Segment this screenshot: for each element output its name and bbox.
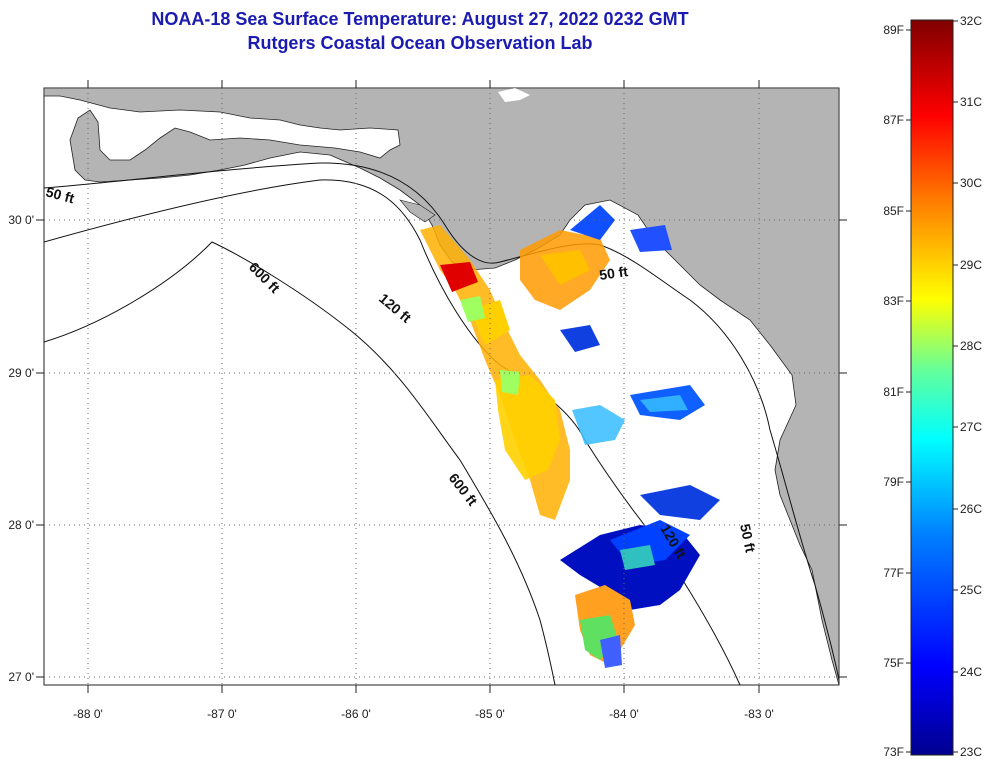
lon-tick-label: -87 0' — [207, 707, 237, 721]
chart-subtitle: Rutgers Coastal Ocean Observation Lab — [247, 33, 593, 53]
lon-tick-label: -88 0' — [73, 707, 103, 721]
lat-tick-label: 29 0' — [8, 366, 34, 380]
colorbar-label-f: 81F — [883, 385, 904, 399]
colorbar-label-f: 73F — [883, 745, 904, 759]
colorbar-label-c: 25C — [960, 583, 982, 597]
lon-tick-label: -83 0' — [744, 707, 774, 721]
tick-marks — [36, 80, 847, 693]
colorbar-label-f: 85F — [883, 204, 904, 218]
contour-600ft — [44, 241, 556, 685]
colorbar-label-f: 79F — [883, 475, 904, 489]
colorbar-label-c: 27C — [960, 420, 982, 434]
colorbar-label-f: 87F — [883, 113, 904, 127]
lon-tick-label: -86 0' — [341, 707, 371, 721]
colorbar-label-c: 26C — [960, 502, 982, 516]
colorbar-label-f: 75F — [883, 656, 904, 670]
island — [399, 199, 436, 223]
colorbar-label-f: 77F — [883, 566, 904, 580]
colorbar-ticks — [906, 20, 958, 753]
colorbar-label-c: 32C — [960, 14, 982, 28]
colorbar-label-c: 23C — [960, 745, 982, 759]
lat-tick-label: 27 0' — [8, 670, 34, 684]
colorbar-label-c: 29C — [960, 258, 982, 272]
lon-tick-label: -85 0' — [475, 707, 505, 721]
lat-tick-label: 30 0' — [8, 213, 34, 227]
land-mass — [44, 88, 839, 685]
colorbar-gradient — [910, 19, 954, 756]
chart-title: NOAA-18 Sea Surface Temperature: August … — [151, 9, 689, 29]
lat-tick-label: 28 0' — [8, 518, 34, 532]
contour-label: 50 ft — [598, 263, 629, 283]
colorbar-label-f: 83F — [883, 294, 904, 308]
colorbar-label-c: 31C — [960, 95, 982, 109]
inland-lake — [498, 88, 530, 102]
colorbar-label-c: 28C — [960, 339, 982, 353]
contour-label: 50 ft — [44, 183, 76, 206]
lon-tick-label: -84 0' — [609, 707, 639, 721]
contour-label: 50 ft — [737, 522, 759, 554]
colorbar-label-f: 89F — [883, 23, 904, 37]
colorbar-label-c: 30C — [960, 176, 982, 190]
colorbar-label-c: 24C — [960, 665, 982, 679]
